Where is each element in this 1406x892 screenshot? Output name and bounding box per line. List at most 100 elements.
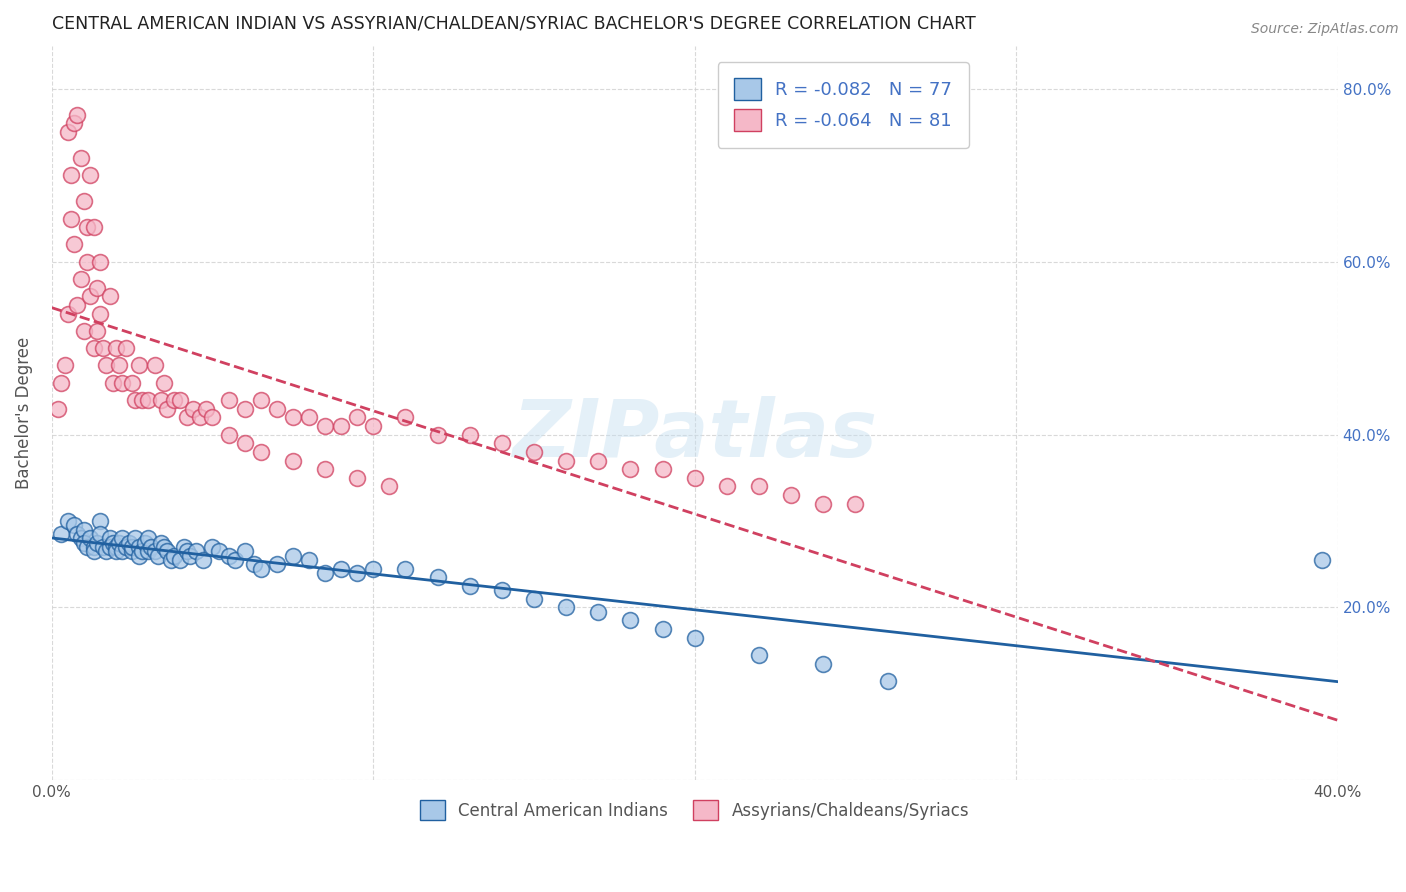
Point (105, 544, 128, 558)
Point (121, 540, 143, 554)
Point (79, 531, 101, 545)
Point (243, 558, 266, 572)
Point (281, 453, 304, 467)
Point (128, 359, 150, 373)
Point (163, 549, 186, 563)
Point (101, 376, 124, 390)
Point (111, 544, 134, 558)
Point (63, 518, 86, 533)
Point (141, 540, 163, 554)
Point (651, 622, 673, 636)
Point (233, 401, 256, 416)
Point (163, 392, 186, 407)
Point (191, 553, 214, 567)
Text: ZIPatlas: ZIPatlas (512, 396, 877, 474)
Point (69, 531, 91, 545)
Point (108, 535, 131, 549)
Point (128, 549, 150, 563)
Point (218, 549, 240, 563)
Point (150, 535, 173, 549)
Point (491, 583, 513, 598)
Point (89, 307, 111, 321)
Point (69, 151, 91, 165)
Point (181, 401, 204, 416)
Legend: Central American Indians, Assyrians/Chaldeans/Syriacs: Central American Indians, Assyrians/Chal… (413, 793, 976, 827)
Point (89, 527, 111, 541)
Point (1310, 553, 1333, 567)
Point (105, 540, 128, 554)
Point (51, 376, 73, 390)
Point (143, 544, 166, 558)
Point (314, 419, 336, 434)
Point (716, 479, 738, 493)
Text: Source: ZipAtlas.com: Source: ZipAtlas.com (1251, 22, 1399, 37)
Point (224, 553, 246, 567)
Point (83, 220, 105, 235)
Point (128, 540, 150, 554)
Point (83, 544, 105, 558)
Point (218, 392, 240, 407)
Point (173, 540, 195, 554)
Point (76, 254, 98, 268)
Point (136, 531, 159, 545)
Point (458, 579, 481, 593)
Point (136, 392, 159, 407)
Point (169, 392, 191, 407)
Point (233, 544, 256, 558)
Point (266, 558, 288, 572)
Point (683, 471, 706, 485)
Point (66, 527, 89, 541)
Point (91, 540, 114, 554)
Point (73, 194, 96, 209)
Point (748, 648, 770, 662)
Point (233, 436, 256, 450)
Point (143, 359, 166, 373)
Point (361, 561, 384, 575)
Point (458, 427, 481, 442)
Point (73, 523, 96, 537)
Point (619, 614, 641, 628)
Point (523, 445, 546, 459)
Point (79, 169, 101, 183)
Point (491, 436, 513, 450)
Text: CENTRAL AMERICAN INDIAN VS ASSYRIAN/CHALDEAN/SYRIAC BACHELOR'S DEGREE CORRELATIO: CENTRAL AMERICAN INDIAN VS ASSYRIAN/CHAL… (52, 15, 976, 33)
Point (96, 359, 118, 373)
Point (249, 392, 271, 407)
Point (56, 514, 79, 528)
Point (426, 427, 449, 442)
Point (586, 453, 609, 467)
Point (114, 341, 136, 355)
Point (98, 289, 121, 303)
Point (281, 410, 304, 425)
Point (69, 272, 91, 286)
Point (186, 544, 208, 558)
Point (91, 341, 114, 355)
Point (314, 462, 336, 476)
Point (330, 419, 353, 434)
Point (249, 445, 271, 459)
Point (361, 419, 384, 434)
Point (76, 220, 98, 235)
Point (89, 514, 111, 528)
Point (555, 600, 578, 615)
Point (56, 307, 79, 321)
Point (79, 289, 101, 303)
Point (844, 497, 866, 511)
Point (330, 561, 353, 575)
Point (426, 570, 449, 584)
Point (813, 497, 835, 511)
Point (56, 125, 79, 139)
Point (121, 544, 143, 558)
Point (153, 540, 176, 554)
Point (153, 376, 176, 390)
Point (66, 298, 89, 312)
Point (523, 591, 546, 606)
Point (813, 657, 835, 671)
Point (83, 540, 105, 554)
Point (121, 376, 143, 390)
Point (134, 535, 156, 549)
Point (780, 488, 803, 502)
Point (188, 410, 211, 425)
Point (146, 549, 169, 563)
Point (83, 341, 105, 355)
